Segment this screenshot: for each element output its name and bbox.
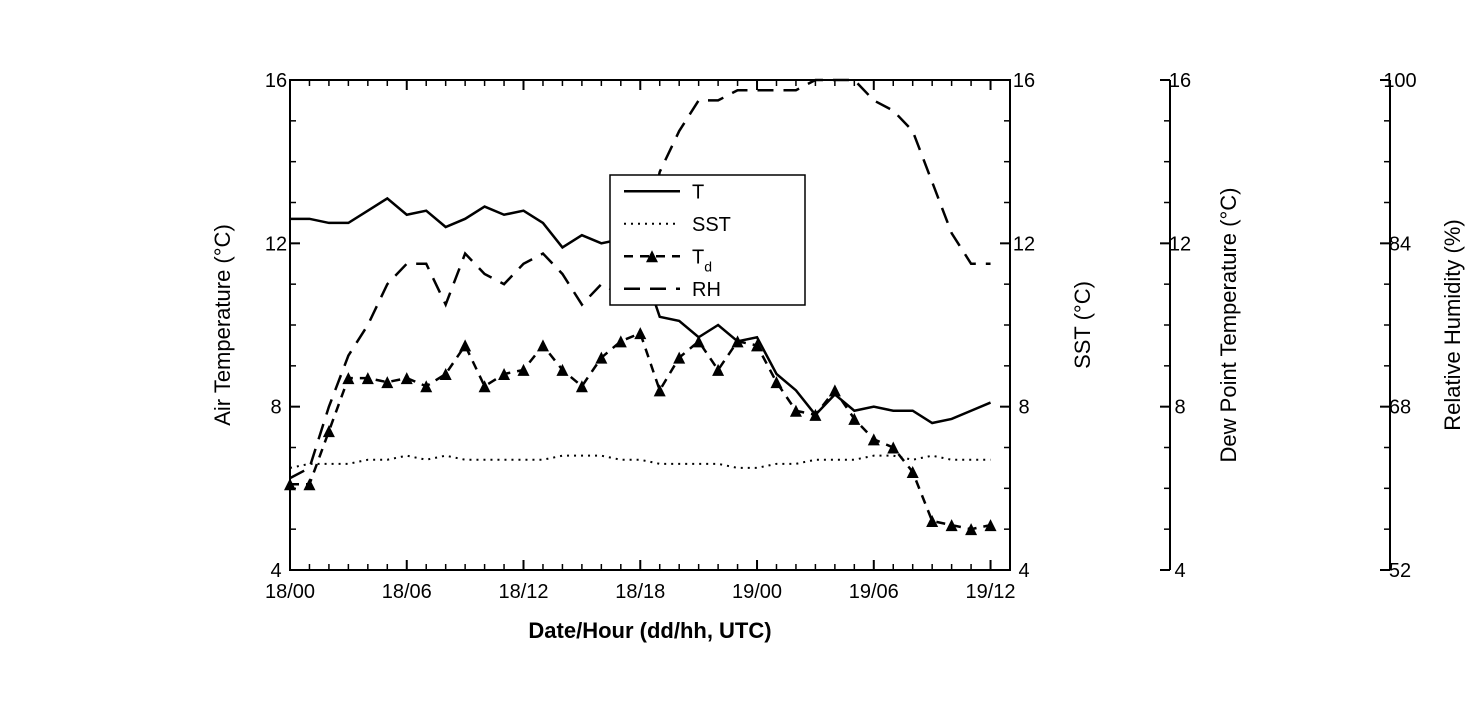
triangle-marker [303, 478, 315, 490]
triangle-marker [459, 339, 471, 351]
triangle-marker [401, 372, 413, 384]
triangle-marker [615, 335, 627, 347]
legend-label-t: T [692, 181, 704, 203]
td-tick-label: 12 [1169, 233, 1191, 255]
sst-axis-title: SST (°C) [1070, 281, 1095, 369]
sst-tick-label: 16 [1013, 70, 1035, 92]
y-left-tick-label: 8 [270, 397, 281, 419]
rh-tick-label: 68 [1389, 397, 1411, 419]
triangle-marker [420, 380, 432, 392]
triangle-marker [323, 425, 335, 437]
x-tick-label: 18/06 [382, 581, 432, 603]
triangle-marker [479, 380, 491, 392]
y-left-tick-label: 16 [265, 70, 287, 92]
x-tick-label: 18/12 [498, 581, 548, 603]
triangle-marker [654, 384, 666, 396]
rh-tick-label: 100 [1383, 70, 1416, 92]
y-left-axis-title: Air Temperature (°C) [210, 224, 235, 426]
triangle-marker [926, 515, 938, 527]
triangle-marker [634, 327, 646, 339]
triangle-marker [887, 442, 899, 454]
x-tick-label: 18/18 [615, 581, 665, 603]
rh-tick-label: 84 [1389, 233, 1411, 255]
rh-tick-label: 52 [1389, 560, 1411, 582]
sst-tick-label: 12 [1013, 233, 1035, 255]
sst-tick-label: 8 [1018, 397, 1029, 419]
triangle-marker [868, 433, 880, 445]
x-axis-title: Date/Hour (dd/hh, UTC) [528, 618, 771, 643]
td-tick-label: 16 [1169, 70, 1191, 92]
x-tick-label: 19/00 [732, 581, 782, 603]
x-tick-label: 19/12 [966, 581, 1016, 603]
td-tick-label: 4 [1174, 560, 1185, 582]
timeseries-chart: 18/00 18/06 18/12 18/18 19/00 19/06 19/12 Date/… [0, 0, 1477, 707]
y-left-tick-label: 12 [265, 233, 287, 255]
chart-container: 18/00 18/06 18/12 18/18 19/00 19/06 19/12 Date/… [0, 0, 1477, 707]
triangle-marker [693, 335, 705, 347]
legend-label-sst: SST [692, 214, 731, 236]
td-tick-label: 8 [1174, 397, 1185, 419]
y-left-tick-label: 4 [270, 560, 281, 582]
triangle-marker [537, 339, 549, 351]
sst-tick-label: 4 [1018, 560, 1029, 582]
x-tick-label: 19/06 [849, 581, 899, 603]
series-td [290, 333, 991, 529]
series-sst [290, 456, 991, 468]
legend-label-rh: RH [692, 279, 721, 301]
triangle-marker [556, 364, 568, 376]
triangle-marker [829, 384, 841, 396]
x-tick-label: 18/00 [265, 581, 315, 603]
rh-axis-title: Relative Humidity (%) [1440, 219, 1465, 431]
td-axis-title: Dew Point Temperature (°C) [1216, 188, 1241, 463]
